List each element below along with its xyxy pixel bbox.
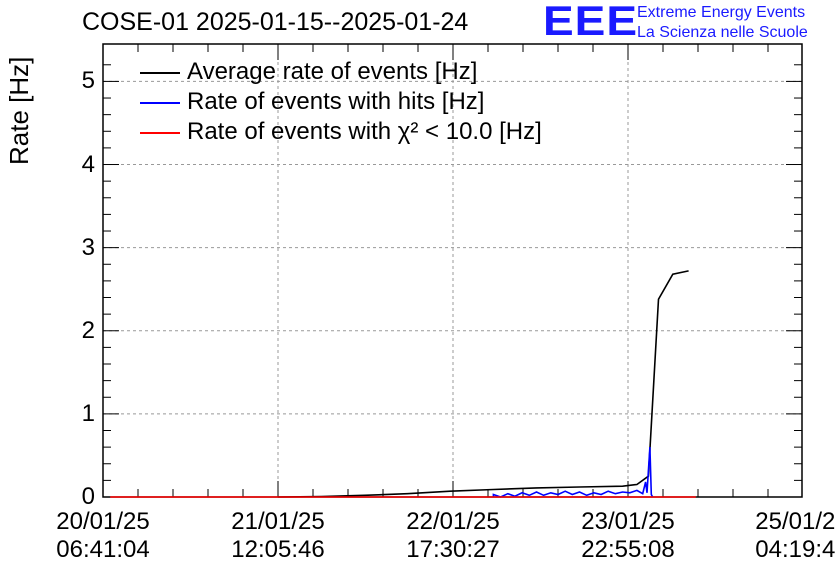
x-tick-label: 23/01/25 22:55:08 [581, 508, 675, 563]
y-tick-label: 1 [81, 399, 95, 427]
y-tick-label: 2 [81, 316, 95, 344]
series-line-2 [492, 447, 654, 498]
legend-swatch [140, 132, 180, 134]
legend-label: Average rate of events [Hz] [187, 58, 478, 85]
series-line-1 [278, 270, 689, 498]
legend-label: Rate of events with hits [Hz] [187, 88, 485, 115]
legend-swatch [140, 72, 180, 74]
y-tick-label: 0 [81, 483, 95, 510]
y-tick-label: 4 [81, 150, 95, 178]
x-tick-label: 25/01/2504:19:49 [755, 508, 836, 563]
legend-swatch [140, 102, 180, 104]
logo-text-line-1: Extreme Energy Events [637, 4, 806, 21]
y-axis-label: Rate [Hz] [4, 56, 34, 165]
x-tick-label: 20/01/25 06:41:04 [56, 508, 150, 563]
legend-label: Rate of events with χ² < 10.0 [Hz] [187, 118, 542, 145]
logo-text-line-2: La Scienza nelle Scuole [637, 24, 808, 41]
y-tick-label: 5 [81, 67, 95, 95]
eee-logo-icon: EEE [543, 0, 639, 45]
x-tick-label: 22/01/25 17:30:27 [406, 508, 500, 563]
y-tick-label: 3 [81, 233, 95, 261]
x-tick-label: 21/01/25 12:05:46 [231, 508, 325, 563]
chart-title: COSE-01 2025-01-15--2025-01-24 [82, 8, 469, 36]
